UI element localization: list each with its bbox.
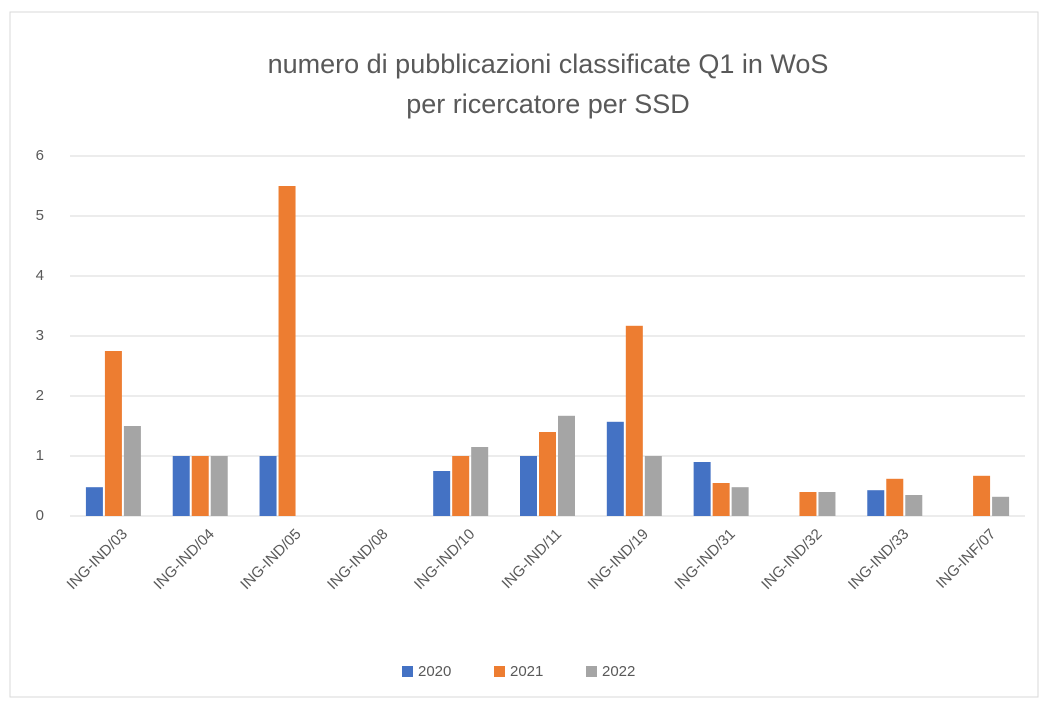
bar	[905, 495, 923, 516]
chart-frame	[9, 11, 1039, 698]
bar	[973, 475, 991, 516]
bar	[172, 456, 190, 516]
bar	[452, 456, 470, 516]
bar	[259, 456, 277, 516]
bar	[712, 483, 730, 516]
bar	[191, 456, 209, 516]
legend-label: 2021	[510, 663, 543, 680]
y-tick-label: 1	[36, 447, 44, 464]
bar	[104, 351, 122, 516]
bar	[625, 325, 643, 516]
legend-swatch	[586, 666, 597, 677]
y-tick-label: 2	[36, 387, 44, 404]
bar	[644, 456, 662, 516]
legend-swatch	[402, 666, 413, 677]
bar	[539, 432, 556, 516]
bar	[471, 447, 489, 516]
y-tick-label: 0	[36, 507, 44, 524]
bar	[433, 471, 451, 516]
bar	[886, 478, 904, 516]
bar	[693, 462, 711, 516]
y-tick-label: 5	[36, 207, 44, 224]
y-tick-label: 6	[36, 147, 44, 164]
bar	[606, 421, 624, 516]
chart-title: numero di pubblicazioni classificate Q1 …	[268, 49, 829, 79]
y-tick-label: 4	[36, 267, 44, 284]
bar	[85, 487, 103, 516]
bar	[210, 456, 228, 516]
bar	[867, 490, 885, 516]
bar	[799, 492, 817, 516]
chart-title: per ricercatore per SSD	[406, 89, 690, 119]
bar	[123, 426, 141, 516]
bar	[992, 496, 1010, 516]
bar	[731, 487, 749, 516]
bar	[818, 492, 836, 516]
legend-label: 2020	[418, 663, 451, 680]
y-tick-label: 3	[36, 327, 44, 344]
bar	[278, 186, 296, 516]
legend-swatch	[494, 666, 505, 677]
bar	[520, 456, 537, 516]
bar	[558, 415, 575, 516]
legend-label: 2022	[602, 663, 635, 680]
